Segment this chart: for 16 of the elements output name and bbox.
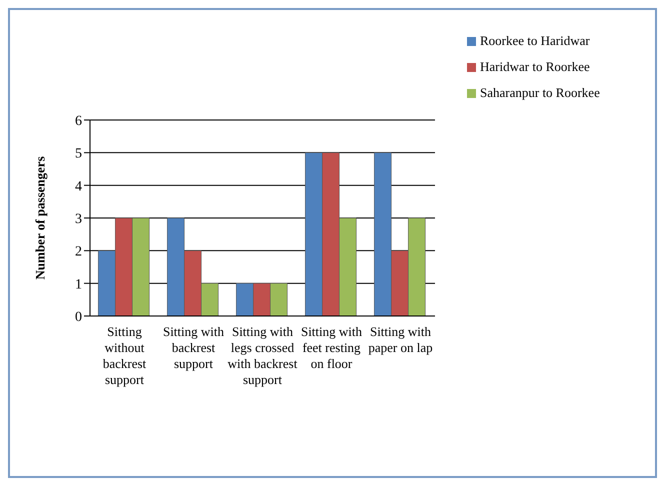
y-tick-label: 5 (75, 146, 82, 162)
x-tick-label: Sitting with feet resting on floor (300, 324, 363, 371)
x-tick-label: Sitting with legs crossed with backrest support (228, 324, 298, 387)
y-tick-label: 0 (75, 310, 82, 325)
y-tick-label: 3 (75, 212, 82, 227)
y-tick-label: 2 (75, 244, 82, 260)
x-tick-label: Sitting with backrest support (162, 324, 225, 371)
legend-label: Haridwar to Roorkee (480, 59, 590, 74)
x-tick-label: Sitting with paper on lap (368, 324, 433, 355)
legend-label: Saharanpur to Roorkee (480, 85, 600, 100)
x-tick-label: Sitting without backrest support (102, 324, 147, 387)
legend-label: Roorkee to Haridwar (480, 33, 590, 48)
y-tick-label: 4 (75, 179, 82, 194)
y-axis-title: Number of passengers (32, 156, 48, 280)
y-tick-label: 6 (75, 114, 82, 129)
y-tick-label: 1 (75, 277, 82, 292)
